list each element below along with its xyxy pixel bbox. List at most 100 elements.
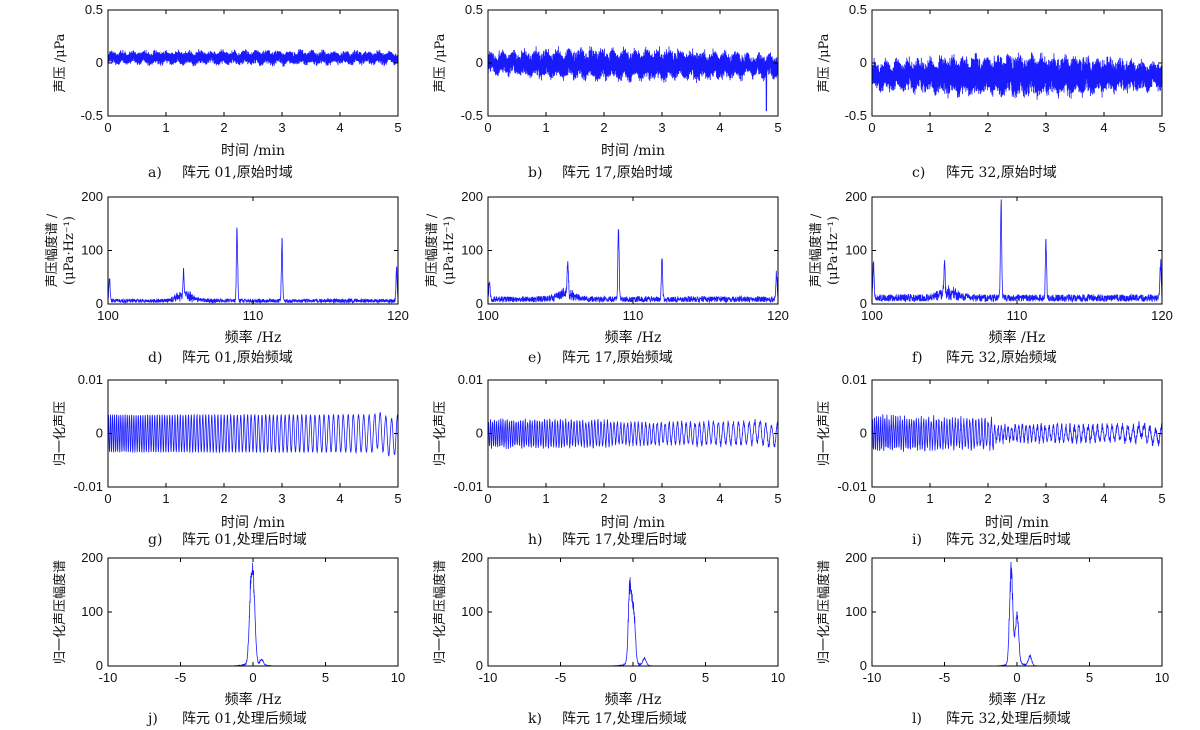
y-tick-label: 200	[81, 189, 103, 204]
series-line-k	[488, 577, 778, 667]
x-tick-label: 5	[1086, 670, 1093, 685]
caption-text: 阵元 32,原始频域	[946, 350, 1057, 366]
y-tick-label: 0	[96, 658, 103, 673]
y-axis-label: 声压幅度谱 /	[44, 213, 60, 287]
caption-text: 阵元 01,原始时域	[182, 165, 293, 181]
x-tick-label: 1	[162, 120, 169, 135]
x-tick-label: 4	[716, 120, 723, 135]
x-tick-label: 4	[716, 491, 723, 506]
y-tick-label: 0	[860, 426, 867, 441]
x-tick-label: 120	[1151, 308, 1173, 323]
caption-letter: d)	[148, 350, 162, 366]
x-tick-label: 0	[1013, 670, 1020, 685]
x-tick-label: -5	[939, 670, 951, 685]
series-line-c	[871, 52, 1163, 100]
series-line-i	[871, 414, 1163, 452]
y-axis-label: 声压幅度谱 /	[424, 213, 440, 287]
x-tick-label: 0	[249, 670, 256, 685]
y-tick-label: -0.5	[845, 108, 867, 123]
x-tick-label: 2	[600, 120, 607, 135]
x-tick-label: 2	[600, 491, 607, 506]
caption-letter: j)	[146, 711, 158, 727]
y-tick-label: 0	[96, 426, 103, 441]
x-axis-label: 时间 /min	[221, 515, 285, 531]
x-tick-label: 2	[984, 491, 991, 506]
x-axis-label: 频率 /Hz	[225, 691, 282, 708]
x-tick-label: 3	[278, 120, 285, 135]
y-tick-label: 0.01	[78, 372, 103, 387]
y-tick-label: -0.5	[81, 108, 103, 123]
x-tick-label: -5	[175, 670, 187, 685]
caption-letter: f)	[912, 350, 923, 366]
x-axis-label: 时间 /min	[601, 515, 665, 531]
x-axis-label: 频率 /Hz	[605, 329, 662, 346]
y-tick-label: 100	[81, 604, 103, 619]
y-tick-label: 0	[476, 658, 483, 673]
y-tick-label: 200	[461, 550, 483, 565]
caption-text: 阵元 17,处理后频域	[562, 711, 687, 727]
y-axis-label: 声压 /μPa	[433, 33, 448, 92]
y-axis-label: (μPa·Hz⁻¹)	[826, 216, 841, 285]
x-tick-label: 5	[774, 120, 781, 135]
y-tick-label: 100	[845, 604, 867, 619]
plot-frame-e	[487, 196, 779, 305]
x-tick-label: 110	[623, 308, 644, 323]
y-axis-label: 归一化声压幅度谱	[432, 560, 448, 664]
y-tick-label: -0.5	[461, 108, 483, 123]
x-tick-label: 1	[926, 120, 933, 135]
series-line-l	[872, 561, 1162, 667]
y-tick-label: 100	[81, 243, 103, 258]
y-tick-label: 0	[476, 426, 483, 441]
caption-text: 阵元 17,原始时域	[562, 165, 673, 181]
series-line-d	[107, 227, 399, 305]
caption-text: 阵元 32,处理后时域	[946, 532, 1071, 548]
x-axis-label: 时间 /min	[221, 143, 285, 159]
y-tick-label: 200	[461, 189, 483, 204]
y-axis-label: 归一化声压	[817, 401, 832, 466]
series-line-f	[871, 199, 1163, 304]
caption-letter: b)	[528, 165, 542, 181]
x-tick-label: 2	[984, 120, 991, 135]
x-tick-label: 1	[926, 491, 933, 506]
x-tick-label: 5	[394, 120, 401, 135]
caption-text: 阵元 01,处理后时域	[182, 532, 307, 548]
x-tick-label: 1	[162, 491, 169, 506]
y-tick-label: 100	[845, 243, 867, 258]
x-tick-label: -10	[479, 670, 498, 685]
x-tick-label: 0	[629, 670, 636, 685]
x-tick-label: 3	[278, 491, 285, 506]
plot-frame-d	[107, 196, 399, 305]
caption-letter: k)	[528, 711, 542, 727]
y-axis-label: (μPa·Hz⁻¹)	[442, 216, 457, 285]
x-tick-label: 0	[104, 491, 111, 506]
y-tick-label: -0.01	[453, 479, 483, 494]
y-tick-label: -0.01	[837, 479, 867, 494]
x-tick-label: 3	[1042, 120, 1049, 135]
y-tick-label: 200	[81, 550, 103, 565]
x-tick-label: 4	[336, 491, 343, 506]
caption-letter: h)	[528, 532, 542, 548]
x-tick-label: 5	[1158, 120, 1165, 135]
y-tick-label: 0	[860, 658, 867, 673]
x-tick-label: 1	[542, 120, 549, 135]
series-line-b	[487, 46, 779, 112]
caption-letter: g)	[148, 532, 162, 548]
x-tick-label: 3	[658, 491, 665, 506]
x-tick-label: 2	[220, 491, 227, 506]
y-axis-label: 归一化声压	[53, 401, 68, 466]
x-tick-label: -5	[555, 670, 567, 685]
y-axis-label: 归一化声压幅度谱	[816, 560, 832, 664]
plot-frame-f	[871, 196, 1163, 305]
series-line-a	[107, 49, 399, 67]
x-tick-label: 1	[542, 491, 549, 506]
y-tick-label: 0.5	[465, 2, 483, 17]
x-tick-label: 100	[861, 308, 883, 323]
